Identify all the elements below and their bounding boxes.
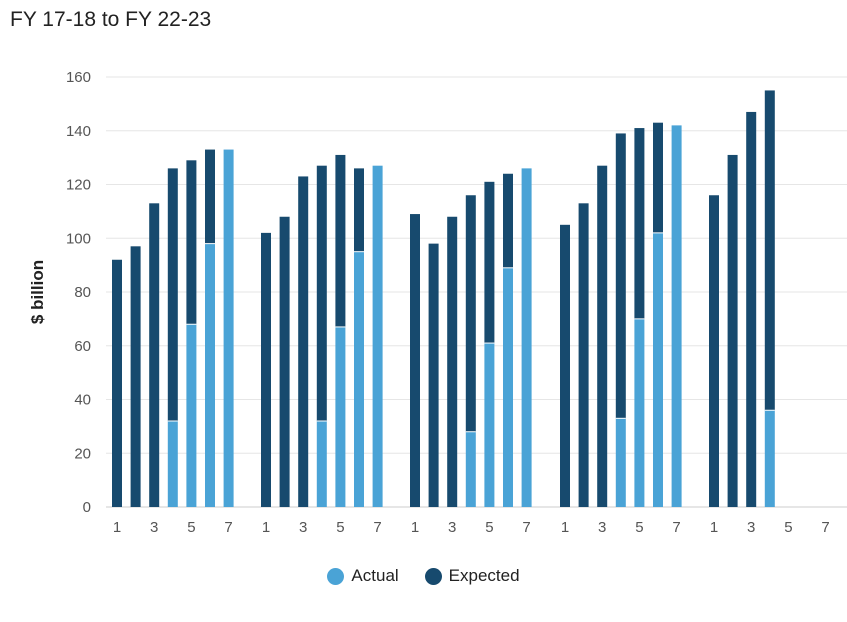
x-tick-label: 5 (635, 519, 643, 536)
bar-expected (653, 122, 663, 233)
bar-actual (316, 421, 327, 507)
x-tick-label: 5 (187, 519, 195, 536)
bar-expected (560, 224, 570, 507)
y-tick-label: 160 (66, 69, 91, 86)
bar-expected (746, 111, 757, 507)
bar-expected (503, 173, 513, 268)
bar-actual (764, 410, 775, 507)
bar-actual (223, 149, 234, 507)
x-tick-label: 3 (598, 519, 606, 536)
bar-actual (615, 418, 626, 507)
bar-expected (354, 168, 364, 252)
bar-expected (167, 168, 178, 421)
x-tick-label: 3 (448, 519, 456, 536)
y-tick-label: 80 (74, 284, 91, 301)
bar-actual (186, 324, 197, 507)
bar-actual (205, 243, 215, 507)
bar-expected (764, 90, 775, 411)
bar-expected (335, 154, 346, 327)
bar-expected (615, 133, 626, 419)
bar-expected (597, 165, 608, 507)
bar-actual (372, 165, 383, 507)
x-tick-label: 7 (522, 519, 530, 536)
bar-actual (484, 343, 495, 507)
legend-label-expected: Expected (448, 566, 520, 585)
bar-expected (484, 181, 495, 344)
bar-expected (316, 165, 327, 421)
actual-swatch-icon (327, 567, 345, 585)
x-tick-label: 3 (150, 519, 158, 536)
bar-expected (447, 216, 458, 507)
bar-expected (727, 154, 738, 507)
bar-expected (149, 203, 160, 507)
bar-expected (578, 203, 589, 507)
x-tick-label: 1 (411, 519, 419, 536)
y-tick-label: 60 (74, 338, 91, 355)
y-tick-label: 140 (66, 123, 91, 140)
bar-expected (709, 195, 719, 507)
bar-expected (186, 160, 197, 325)
x-tick-label: 5 (336, 519, 344, 536)
bar-chart: 0 20 40 60 80 100 120 140 160 $ billion 1 3 5 7 1 3 5 7 1 3… (28, 69, 847, 536)
y-tick-label: 120 (66, 177, 91, 194)
chart-legend: Actual Expected (0, 566, 847, 586)
bar-actual (465, 431, 476, 507)
bar-actual (335, 326, 346, 507)
bar-expected (634, 128, 645, 319)
y-tick-label: 20 (74, 445, 91, 462)
x-tick-label: 7 (373, 519, 381, 536)
y-tick-label: 40 (74, 392, 91, 409)
x-tick-label: 1 (113, 519, 121, 536)
bar-actual (653, 232, 663, 507)
bar-expected (465, 195, 476, 432)
x-tick-label: 7 (224, 519, 232, 536)
x-tick-label: 7 (821, 519, 829, 536)
bar-actual (167, 421, 178, 507)
x-tick-label: 3 (747, 519, 755, 536)
bar-actual (354, 251, 364, 507)
bar-expected (428, 243, 439, 507)
bar-expected (410, 214, 420, 507)
x-tick-label: 1 (710, 519, 718, 536)
bar-actual (634, 318, 645, 507)
x-tick-label: 5 (485, 519, 493, 536)
bar-actual (503, 267, 513, 507)
expected-swatch-icon (424, 567, 442, 585)
bar-expected (130, 246, 141, 507)
bar-actual (671, 125, 682, 507)
x-tick-label: 3 (299, 519, 307, 536)
y-tick-label: 0 (83, 499, 91, 516)
x-tick-label: 5 (784, 519, 792, 536)
x-tick-label: 1 (561, 519, 569, 536)
y-tick-label: 100 (66, 230, 91, 247)
legend-item-actual[interactable]: Actual (327, 566, 399, 586)
chart-title: FY 17-18 to FY 22-23 (10, 8, 212, 31)
x-tick-label: 7 (672, 519, 680, 536)
bar-expected (279, 216, 290, 507)
y-axis-label: $ billion (28, 260, 47, 324)
bar-expected (298, 176, 309, 507)
bar-expected (112, 259, 122, 507)
legend-label-actual: Actual (351, 566, 399, 585)
bar-expected (261, 232, 271, 507)
x-tick-label: 1 (262, 519, 270, 536)
bar-actual (521, 168, 532, 507)
legend-item-expected[interactable]: Expected (424, 566, 520, 586)
bar-expected (205, 149, 215, 244)
